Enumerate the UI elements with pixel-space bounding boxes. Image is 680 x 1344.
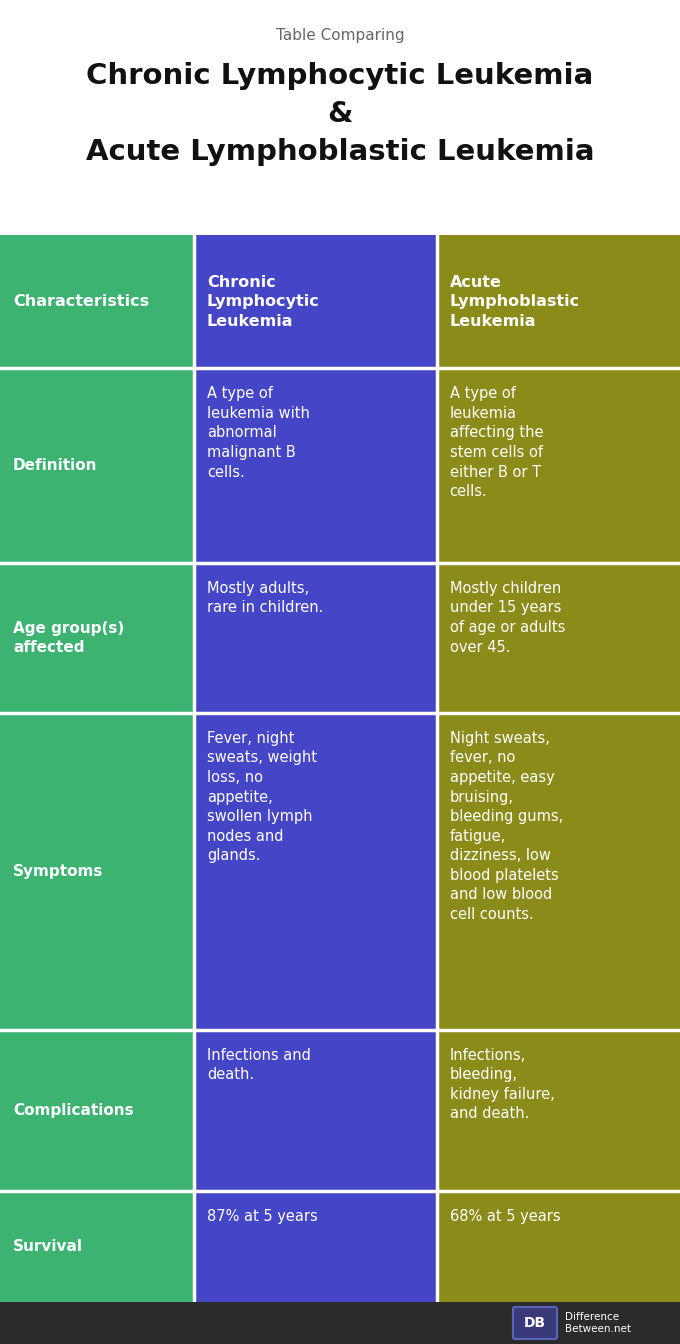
FancyBboxPatch shape (0, 1030, 194, 1191)
FancyBboxPatch shape (194, 563, 437, 712)
FancyBboxPatch shape (0, 1302, 680, 1344)
FancyBboxPatch shape (0, 368, 194, 563)
FancyBboxPatch shape (194, 368, 437, 563)
FancyBboxPatch shape (437, 712, 680, 1030)
Text: Chronic
Lymphocytic
Leukemia: Chronic Lymphocytic Leukemia (207, 274, 320, 329)
FancyBboxPatch shape (194, 1030, 437, 1191)
Text: Infections,
bleeding,
kidney failure,
and death.: Infections, bleeding, kidney failure, an… (449, 1048, 554, 1121)
FancyBboxPatch shape (194, 712, 437, 1030)
FancyBboxPatch shape (437, 235, 680, 368)
Text: A type of
leukemia
affecting the
stem cells of
either B or T
cells.: A type of leukemia affecting the stem ce… (449, 386, 543, 499)
Text: Age group(s)
affected: Age group(s) affected (13, 621, 124, 655)
FancyBboxPatch shape (513, 1306, 557, 1339)
Text: Symptoms: Symptoms (13, 864, 103, 879)
Text: Complications: Complications (13, 1103, 134, 1118)
FancyBboxPatch shape (0, 563, 194, 712)
Text: Table Comparing: Table Comparing (275, 28, 405, 43)
Text: Mostly adults,
rare in children.: Mostly adults, rare in children. (207, 581, 323, 616)
FancyBboxPatch shape (437, 368, 680, 563)
FancyBboxPatch shape (194, 235, 437, 368)
FancyBboxPatch shape (0, 1191, 194, 1302)
FancyBboxPatch shape (0, 235, 194, 368)
Text: Infections and
death.: Infections and death. (207, 1048, 311, 1082)
FancyBboxPatch shape (0, 712, 194, 1030)
Text: 68% at 5 years: 68% at 5 years (449, 1208, 560, 1224)
Text: Definition: Definition (13, 458, 97, 473)
Text: Characteristics: Characteristics (13, 294, 149, 309)
Text: Survival: Survival (13, 1239, 83, 1254)
FancyBboxPatch shape (194, 1191, 437, 1302)
Text: DB: DB (524, 1316, 546, 1331)
Text: Night sweats,
fever, no
appetite, easy
bruising,
bleeding gums,
fatigue,
dizzine: Night sweats, fever, no appetite, easy b… (449, 731, 563, 922)
Text: Mostly children
under 15 years
of age or adults
over 45.: Mostly children under 15 years of age or… (449, 581, 565, 655)
Text: A type of
leukemia with
abnormal
malignant B
cells.: A type of leukemia with abnormal maligna… (207, 386, 309, 480)
Text: Difference
Between.net: Difference Between.net (565, 1312, 631, 1335)
Text: Acute
Lymphoblastic
Leukemia: Acute Lymphoblastic Leukemia (449, 274, 579, 329)
FancyBboxPatch shape (437, 563, 680, 712)
Text: Fever, night
sweats, weight
loss, no
appetite,
swollen lymph
nodes and
glands.: Fever, night sweats, weight loss, no app… (207, 731, 317, 863)
FancyBboxPatch shape (437, 1191, 680, 1302)
Text: 87% at 5 years: 87% at 5 years (207, 1208, 318, 1224)
Text: Chronic Lymphocytic Leukemia
&
Acute Lymphoblastic Leukemia: Chronic Lymphocytic Leukemia & Acute Lym… (86, 62, 594, 165)
FancyBboxPatch shape (437, 1030, 680, 1191)
